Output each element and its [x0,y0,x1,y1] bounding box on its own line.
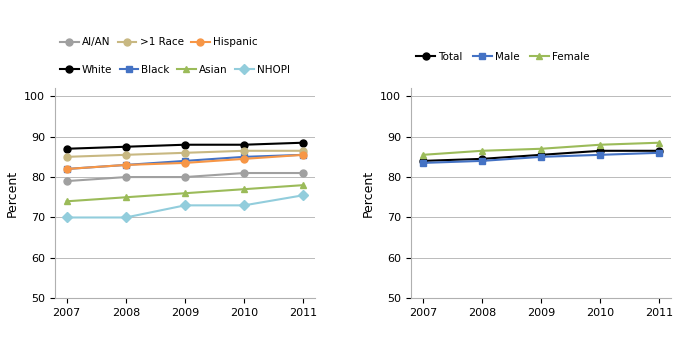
White [62,147,71,151]
White [240,143,248,147]
Line: Total: Total [419,147,663,164]
Line: Asian: Asian [63,182,307,205]
Y-axis label: Percent: Percent [5,170,18,217]
Female [419,153,427,157]
NHOPI [181,203,189,207]
Hispanic [181,161,189,165]
White [299,141,308,145]
Female [537,147,545,151]
AI/AN [299,171,308,175]
>1 Race [62,155,71,159]
Hispanic [240,157,248,161]
>1 Race [122,153,130,157]
Male [537,155,545,159]
Asian [122,195,130,199]
Line: Female: Female [419,139,663,158]
Line: AI/AN: AI/AN [63,170,307,184]
NHOPI [62,216,71,220]
>1 Race [240,149,248,153]
NHOPI [122,216,130,220]
Black [122,163,130,167]
Total [478,157,486,161]
>1 Race [299,149,308,153]
Female [596,143,604,147]
Line: White: White [63,139,307,152]
Male [419,161,427,165]
Black [62,167,71,171]
Total [596,149,604,153]
Line: Black: Black [63,151,307,173]
Legend: AI/AN, >1 Race, Hispanic: AI/AN, >1 Race, Hispanic [60,37,258,47]
Total [419,159,427,163]
Hispanic [122,163,130,167]
NHOPI [240,203,248,207]
Legend: Total, Male, Female: Total, Male, Female [416,52,589,62]
Asian [240,187,248,191]
AI/AN [181,175,189,179]
Asian [181,191,189,195]
NHOPI [299,193,308,197]
>1 Race [181,151,189,155]
Hispanic [299,153,308,157]
White [122,145,130,149]
Black [299,153,308,157]
Total [537,153,545,157]
Asian [62,199,71,203]
Black [181,159,189,163]
Male [656,151,664,155]
Line: NHOPI: NHOPI [63,192,307,221]
Total [656,149,664,153]
Line: Hispanic: Hispanic [63,151,307,173]
Y-axis label: Percent: Percent [362,170,375,217]
AI/AN [240,171,248,175]
Female [478,149,486,153]
Line: Male: Male [419,149,663,166]
Male [478,159,486,163]
Male [596,153,604,157]
Line: >1 Race: >1 Race [63,147,307,160]
White [181,143,189,147]
Female [656,141,664,145]
AI/AN [122,175,130,179]
AI/AN [62,179,71,183]
Asian [299,183,308,187]
Hispanic [62,167,71,171]
Black [240,155,248,159]
